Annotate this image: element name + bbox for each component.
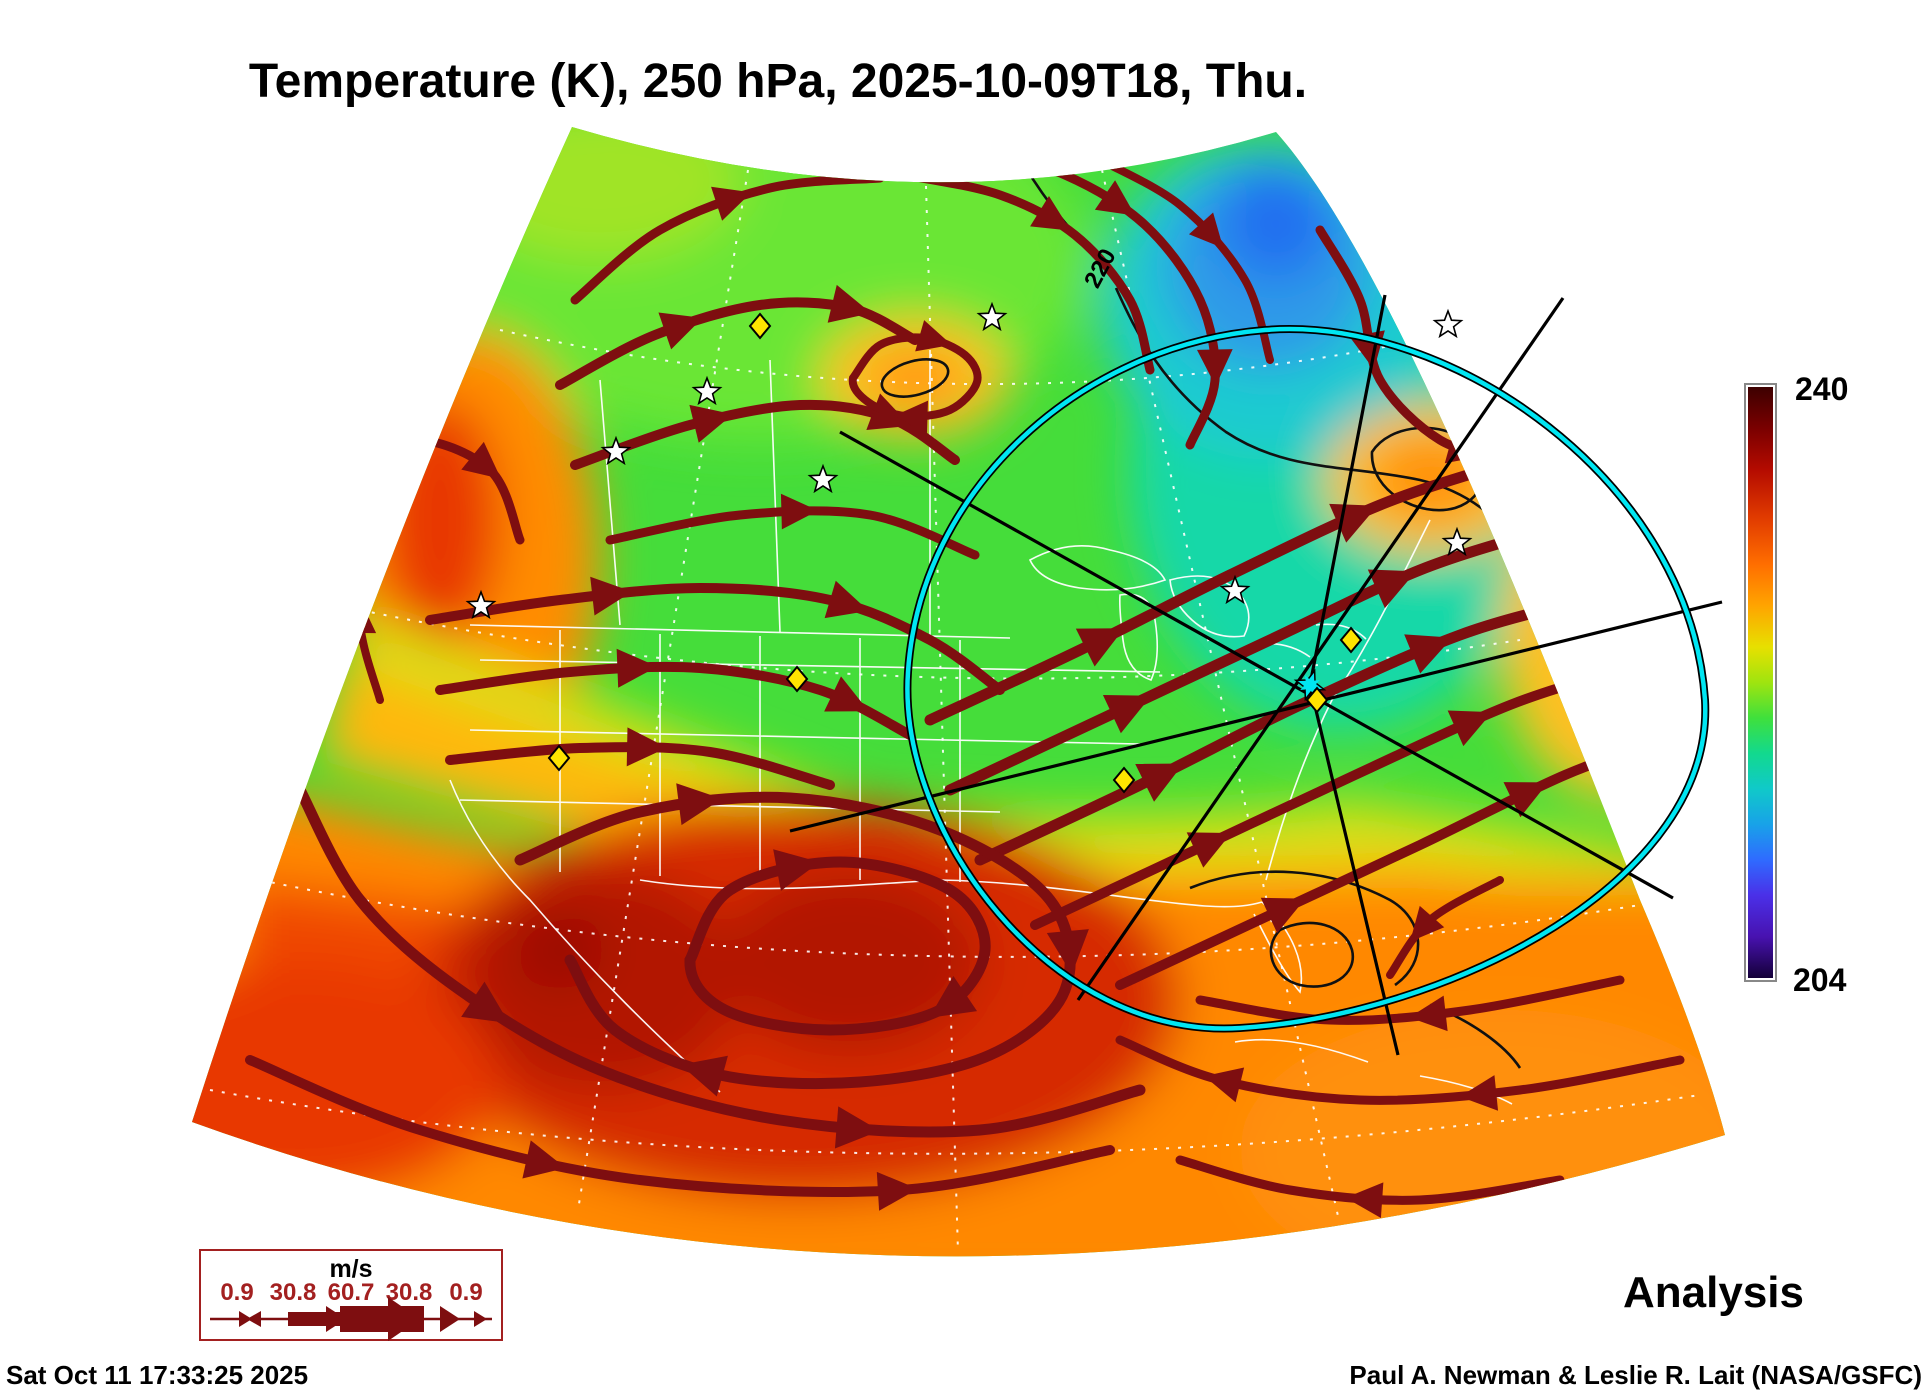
streamline bbox=[570, 173, 885, 305]
page-title: Temperature (K), 250 hPa, 2025-10-09T18,… bbox=[249, 55, 1307, 108]
streamline bbox=[1030, 665, 1625, 930]
streamline-arrowhead-icon bbox=[1410, 905, 1445, 942]
range-ring bbox=[905, 326, 1708, 1031]
streamline-arrowhead-icon bbox=[689, 404, 733, 443]
streamline-arrowhead-icon bbox=[1196, 349, 1233, 387]
streamline-arrowhead-icon bbox=[1503, 782, 1549, 818]
streamline-arrowhead-icon bbox=[676, 783, 722, 826]
range-ring-overlay bbox=[789, 294, 1723, 1056]
wind-legend-value: 0.9 bbox=[220, 1279, 253, 1306]
wind-legend-value: 30.8 bbox=[270, 1279, 317, 1306]
streamline-arrowhead-icon bbox=[1329, 503, 1378, 543]
mode-label: Analysis bbox=[1623, 1268, 1804, 1317]
map-canvas: 220 bbox=[192, 127, 1725, 1257]
star-marker-icon bbox=[1441, 526, 1473, 557]
colorbar-gradient bbox=[1748, 387, 1773, 978]
streamline-arrowhead-icon bbox=[827, 284, 872, 323]
streamline-arrowhead-icon bbox=[1447, 710, 1493, 747]
streamline-arrowhead-icon bbox=[1204, 1067, 1245, 1103]
streamline bbox=[294, 784, 1146, 1138]
streamline bbox=[1115, 1035, 1685, 1105]
streamline-arrowhead-icon bbox=[1094, 180, 1136, 216]
streamline-arrowhead-icon bbox=[711, 186, 752, 221]
streamline-arrowhead-icon bbox=[1367, 569, 1417, 609]
streamline-arrowhead-icon bbox=[876, 1171, 918, 1211]
streamline-arrowhead-icon bbox=[1345, 1182, 1384, 1219]
streamline-arrowhead-icon bbox=[894, 400, 929, 434]
streamline-arrowhead-icon bbox=[680, 1055, 728, 1097]
credit-line: Paul A. Newman & Leslie R. Lait (NASA/GS… bbox=[1349, 1360, 1922, 1390]
graticule bbox=[209, 169, 1701, 1253]
star-marker-icon bbox=[807, 463, 839, 494]
streamline-arrowhead-icon bbox=[780, 493, 819, 530]
streamline-arrowhead-icon bbox=[590, 576, 633, 616]
site-markers bbox=[465, 301, 1473, 794]
streamline-arrowhead-icon bbox=[1102, 694, 1152, 734]
streamline-arrowhead-icon bbox=[1188, 212, 1224, 249]
streamline-arrowhead-icon bbox=[1260, 897, 1306, 934]
streamline-arrowhead-icon bbox=[1404, 634, 1453, 674]
streamline-arrowhead-icon bbox=[929, 976, 978, 1018]
wind-legend-value: 0.9 bbox=[449, 1279, 482, 1306]
wind-legend-unit: m/s bbox=[329, 1255, 372, 1283]
diamond-marker-icon bbox=[1339, 626, 1363, 654]
colorbar-max-label: 240 bbox=[1795, 371, 1848, 407]
wind-speed-legend: m/s 0.9 30.8 60.7 30.8 0.9 bbox=[199, 1249, 503, 1341]
generated-timestamp: Sat Oct 11 17:33:25 2025 bbox=[6, 1360, 308, 1390]
streamline bbox=[900, 170, 1155, 375]
star-marker-icon bbox=[1432, 308, 1464, 339]
diamond-marker-icon bbox=[785, 665, 809, 693]
star-marker-icon bbox=[691, 375, 723, 406]
streamline bbox=[848, 333, 982, 421]
star-marker-icon bbox=[465, 589, 497, 620]
streamline-arrowhead-icon bbox=[773, 849, 820, 891]
streamline-arrowhead-icon bbox=[1186, 832, 1232, 868]
streamline-arrowhead-icon bbox=[294, 479, 329, 520]
streamline-arrowhead-icon bbox=[834, 1106, 880, 1149]
streamline-arrowhead-icon bbox=[1046, 929, 1089, 975]
streamline-arrowhead-icon bbox=[824, 676, 869, 712]
diamond-marker-icon bbox=[748, 312, 772, 340]
star-marker-icon bbox=[600, 435, 632, 466]
streamline-arrowhead-icon bbox=[1075, 628, 1125, 667]
streamline-arrowhead-icon bbox=[824, 580, 869, 619]
diamond-marker-icon bbox=[1305, 686, 1329, 714]
star-marker-icon bbox=[1219, 574, 1251, 605]
streamline-arrowhead-icon bbox=[616, 648, 658, 688]
wind-legend-value: 60.7 bbox=[328, 1279, 375, 1306]
streamline-arrowhead-icon bbox=[658, 312, 703, 350]
streamline bbox=[684, 856, 991, 1036]
streamline bbox=[245, 1055, 1115, 1197]
streamline-arrowhead-icon bbox=[461, 441, 501, 479]
streamline-arrowhead-icon bbox=[915, 320, 952, 352]
streamline-arrowhead-icon bbox=[1459, 1075, 1499, 1111]
streamline bbox=[944, 524, 1551, 796]
star-marker-icon bbox=[976, 301, 1008, 332]
streamline-arrowhead-icon bbox=[626, 727, 668, 767]
wind-legend-glyph bbox=[210, 1297, 492, 1341]
streamline-arrowhead-icon bbox=[1409, 995, 1448, 1032]
diamond-marker-icon bbox=[547, 744, 571, 772]
streamline bbox=[924, 459, 1506, 726]
diamond-marker-icon bbox=[1112, 766, 1136, 794]
colorbar-min-label: 204 bbox=[1793, 962, 1847, 998]
streamline-arrowhead-icon bbox=[461, 981, 509, 1024]
streamline-arrowhead-icon bbox=[522, 1140, 566, 1179]
streamline bbox=[425, 582, 1005, 695]
station-marker bbox=[1293, 668, 1327, 702]
streamline-arrowhead-icon bbox=[1030, 196, 1071, 231]
colorbar: 240 204 bbox=[1744, 371, 1848, 998]
streamline bbox=[1195, 975, 1625, 1025]
streamline-arrowhead-icon bbox=[1135, 763, 1184, 802]
